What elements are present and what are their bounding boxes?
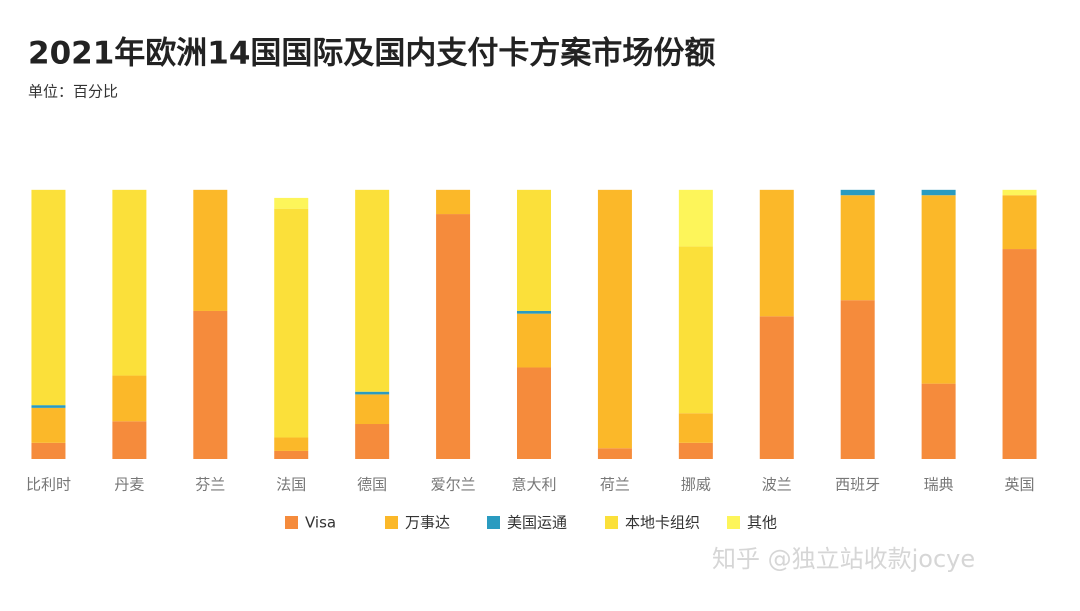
bar-segment [840, 189, 875, 196]
x-tick-label: 荷兰 [600, 476, 630, 494]
bar-segment [112, 189, 147, 376]
bar-segment [355, 189, 390, 392]
bar-segment [840, 195, 875, 301]
bar-segment [759, 316, 794, 459]
x-tick-label: 意大利 [511, 476, 556, 494]
legend-label: 美国运通 [507, 514, 567, 532]
bar-segment [31, 405, 66, 408]
legend-swatch [605, 516, 618, 529]
bar-segment [1002, 195, 1037, 250]
bar-segment [112, 421, 147, 459]
x-tick-label: 挪威 [681, 476, 711, 494]
bar-segment [597, 448, 632, 459]
legend-swatch [285, 516, 298, 529]
bar-segment [274, 437, 309, 451]
legend-swatch [727, 516, 740, 529]
x-tick-label: 英国 [1005, 476, 1035, 494]
bar-segment [840, 300, 875, 459]
chart-title: 2021年欧洲14国国际及国内支付卡方案市场份额 [28, 36, 715, 72]
bar-segment [678, 442, 713, 459]
bar-segment [355, 391, 390, 395]
x-tick-label: 西班牙 [835, 476, 880, 494]
legend-label: 其他 [747, 514, 777, 532]
x-tick-label: 德国 [357, 476, 387, 494]
x-tick-label: 法国 [276, 476, 306, 494]
bar-segment [517, 367, 551, 459]
x-tick-label: 爱尔兰 [431, 476, 476, 494]
bar-segment [274, 208, 309, 438]
bar-segment [517, 310, 551, 314]
bar-segment [355, 424, 390, 459]
bar-segment [274, 450, 309, 459]
bar-segment [1002, 189, 1037, 196]
bar-segment [678, 413, 713, 443]
chart-subtitle: 单位：百分比 [28, 83, 118, 101]
bar-segment [517, 189, 551, 311]
bar-segment [31, 407, 66, 443]
legend-swatch [487, 516, 500, 529]
bar-segment [31, 442, 66, 459]
x-tick-label: 瑞典 [924, 476, 954, 494]
bar-segment [112, 375, 147, 422]
bar-segment [921, 383, 956, 459]
bar-segment [597, 189, 632, 449]
bar-segment [355, 394, 390, 425]
legend-label: 本地卡组织 [625, 514, 700, 532]
bar-segment [193, 310, 228, 459]
x-tick-label: 比利时 [26, 476, 71, 494]
bar-segment [274, 197, 309, 209]
bar-segment [193, 189, 228, 311]
bar-segment [759, 189, 794, 317]
bar-segment [1002, 249, 1037, 459]
bar-segment [921, 195, 956, 384]
bar-segment [517, 313, 551, 368]
bar-segment [436, 214, 471, 459]
bar-segment [678, 246, 713, 414]
bar-segment [678, 189, 713, 247]
legend-swatch [385, 516, 398, 529]
x-tick-label: 芬兰 [195, 476, 225, 494]
watermark: 知乎 @独立站收款jocye [712, 545, 975, 573]
legend-label: Visa [305, 514, 336, 532]
legend-label: 万事达 [405, 514, 450, 532]
x-tick-label: 波兰 [762, 476, 792, 494]
bar-segment [921, 189, 956, 196]
bar-segment [436, 189, 471, 215]
bar-segment [31, 189, 66, 406]
x-tick-label: 丹麦 [114, 476, 144, 494]
